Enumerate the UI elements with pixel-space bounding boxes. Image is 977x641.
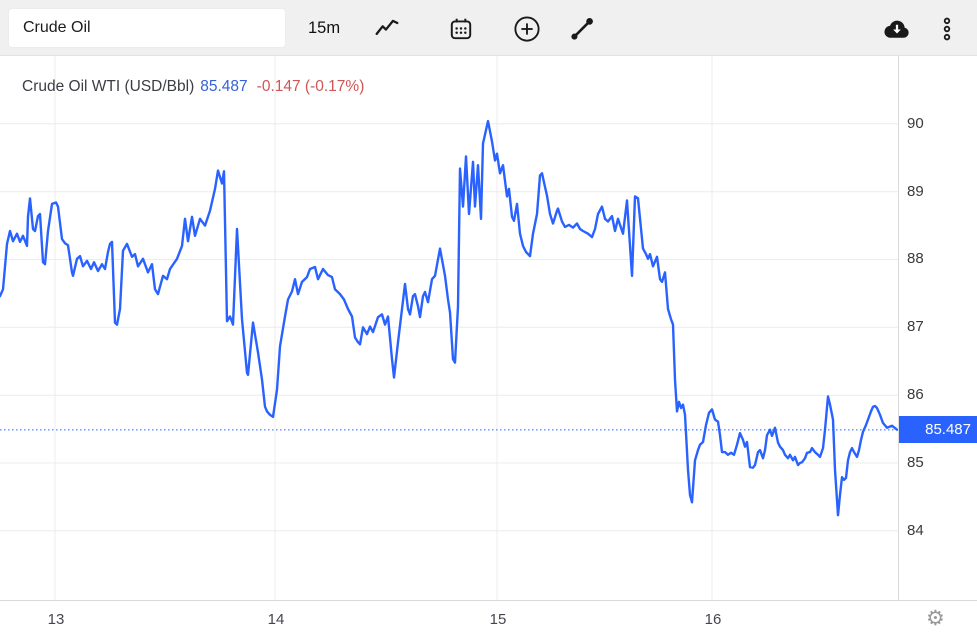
price-tick-label: 90: [907, 114, 924, 132]
price-axis[interactable]: 85.487 90 89 88 87 86 85 84: [898, 56, 977, 600]
last-price: 85.487: [200, 78, 248, 95]
price-tick-label: 87: [907, 318, 924, 336]
chart-area: Crude Oil WTI (USD/Bbl) 85.487 -0.147 (-0.…: [0, 56, 898, 600]
price-chart-svg[interactable]: [0, 56, 898, 600]
plus-circle-icon: [512, 14, 542, 44]
calendar-button[interactable]: [446, 14, 476, 44]
time-tick-label: 16: [704, 611, 722, 628]
more-menu-button[interactable]: [932, 14, 962, 44]
cloud-download-icon: [882, 14, 912, 44]
time-axis[interactable]: ⚙ 13 14 15 16: [0, 600, 977, 641]
chart-style-button[interactable]: [372, 14, 402, 44]
kebab-menu-icon: [934, 16, 960, 42]
interval-button[interactable]: 15m: [300, 0, 348, 56]
price-tick-label: 86: [907, 386, 924, 404]
download-button[interactable]: [882, 14, 912, 44]
price-tick-label: 88: [907, 250, 924, 268]
time-tick-label: 15: [489, 611, 507, 628]
toolbar: 15m: [0, 0, 977, 56]
chart-style-icon: [374, 16, 400, 42]
gear-icon[interactable]: ⚙: [926, 607, 945, 630]
current-price-tag: 85.487: [899, 416, 977, 444]
trend-line-button[interactable]: [567, 14, 597, 44]
time-tick-label: 13: [47, 611, 65, 628]
price-change: -0.147 (-0.17%): [256, 78, 365, 95]
add-indicator-button[interactable]: [512, 14, 542, 44]
price-tick-label: 89: [907, 182, 924, 200]
price-tick-label: 84: [907, 521, 924, 539]
price-line-series: [0, 119, 898, 517]
time-tick-label: 14: [267, 611, 285, 628]
instrument-name: Crude Oil WTI (USD/Bbl): [22, 78, 195, 95]
chart-header: Crude Oil WTI (USD/Bbl) 85.487 -0.147 (-0.…: [22, 78, 364, 96]
price-tick-label: 85: [907, 453, 924, 471]
symbol-search-input[interactable]: [8, 8, 286, 48]
trend-line-icon: [569, 16, 595, 42]
calendar-icon: [448, 16, 474, 42]
